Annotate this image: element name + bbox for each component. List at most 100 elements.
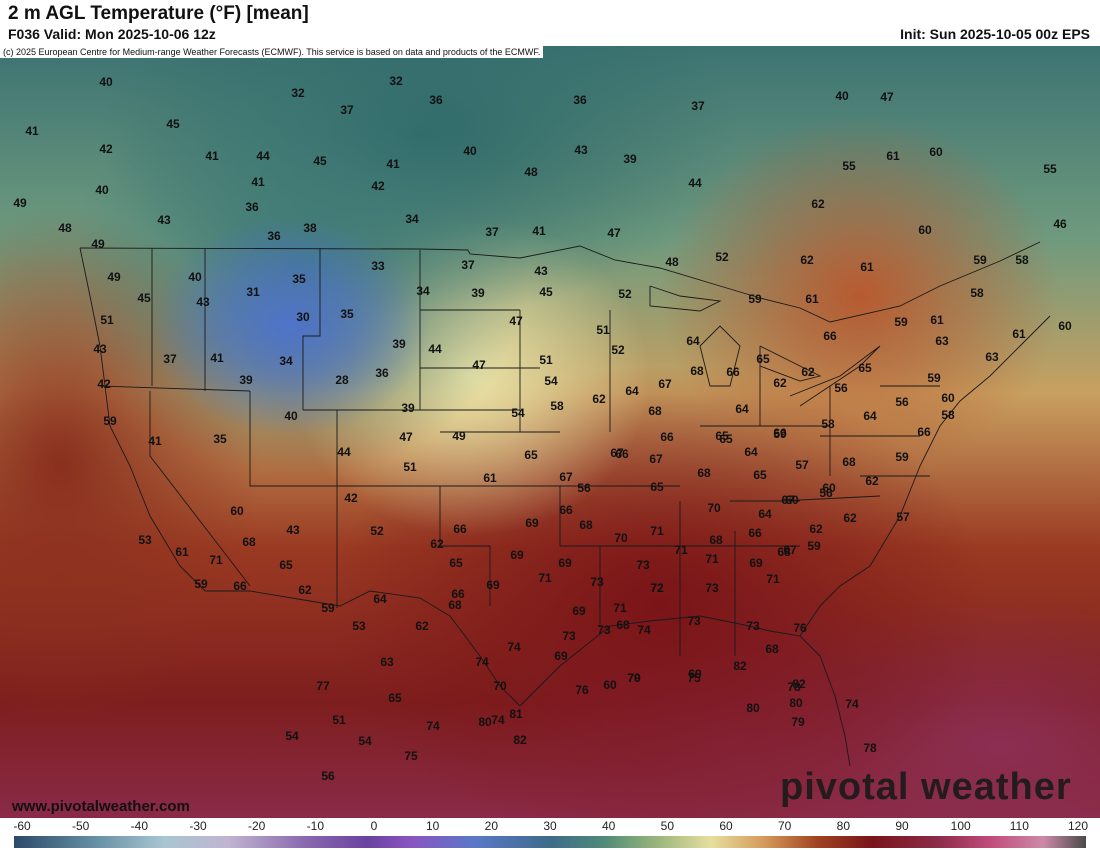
temperature-label: 41 xyxy=(251,175,265,189)
temperature-label: 74 xyxy=(507,640,521,654)
temperature-map[interactable]: (c) 2025 European Centre for Medium-rang… xyxy=(0,46,1100,818)
temperature-label: 62 xyxy=(801,365,815,379)
temperature-label: 40 xyxy=(463,144,477,158)
temperature-label: 43 xyxy=(157,213,171,227)
temperature-label: 66 xyxy=(615,447,629,461)
temperature-label: 65 xyxy=(449,556,463,570)
scale-tick-label: 40 xyxy=(601,819,616,833)
temperature-label: 66 xyxy=(660,430,674,444)
temperature-label: 71 xyxy=(538,571,552,585)
temperature-label: 62 xyxy=(592,392,606,406)
temperature-label: 51 xyxy=(539,353,553,367)
color-scale: -60 -50 -40 -30 -20 -10 0 10 20 30 40 50 60 70 80 90 100… xyxy=(0,818,1100,850)
temperature-label: 31 xyxy=(246,285,260,299)
temperature-label: 81 xyxy=(509,707,523,721)
scale-tick-label: -30 xyxy=(189,819,207,833)
temperature-label: 74 xyxy=(637,623,651,637)
temperature-label: 64 xyxy=(758,507,772,521)
temperature-label: 51 xyxy=(100,313,114,327)
temperature-label: 63 xyxy=(380,655,394,669)
temperature-label: 66 xyxy=(917,425,931,439)
temperature-label: 45 xyxy=(313,154,327,168)
temperature-label: 59 xyxy=(321,601,335,615)
temperature-label: 37 xyxy=(461,258,475,272)
temperature-label: 51 xyxy=(403,460,417,474)
temperature-label: 45 xyxy=(166,117,180,131)
temperature-label: 73 xyxy=(636,558,650,572)
scale-tick-label: -40 xyxy=(130,819,148,833)
scale-ticks: -60 -50 -40 -30 -20 -10 0 10 20 30 40 50 60 70 80 90 100… xyxy=(0,818,1100,834)
temperature-label: 69 xyxy=(688,667,702,681)
temperature-label: 39 xyxy=(392,337,406,351)
temperature-label: 79 xyxy=(791,715,805,729)
temperature-label: 41 xyxy=(25,124,39,138)
temperature-label: 43 xyxy=(93,342,107,356)
temperature-label: 61 xyxy=(860,260,874,274)
temperature-label: 49 xyxy=(91,237,105,251)
scale-tick-label: -20 xyxy=(247,819,266,833)
temperature-label: 62 xyxy=(773,376,787,390)
temperature-label: 74 xyxy=(491,713,505,727)
temperature-label: 64 xyxy=(744,445,758,459)
temperature-label: 35 xyxy=(213,432,227,446)
temperature-label: 73 xyxy=(597,623,611,637)
temperature-label: 43 xyxy=(534,264,548,278)
header: 2 m AGL Temperature (°F) [mean] F036 Val… xyxy=(0,0,1100,46)
temperature-label: 49 xyxy=(452,429,466,443)
temperature-label: 52 xyxy=(611,343,625,357)
temperature-label: 37 xyxy=(485,225,499,239)
temperature-label: 78 xyxy=(863,741,877,755)
temperature-label: 66 xyxy=(823,329,837,343)
temperature-label: 55 xyxy=(842,159,856,173)
temperature-label: 49 xyxy=(13,196,27,210)
temperature-label: 68 xyxy=(842,455,856,469)
temperature-label: 82 xyxy=(733,659,747,673)
temperature-label: 66 xyxy=(773,426,787,440)
temperature-label: 72 xyxy=(650,581,664,595)
temperature-label: 82 xyxy=(792,677,806,691)
temperature-label: 64 xyxy=(735,402,749,416)
temperature-label: 68 xyxy=(697,466,711,480)
temperature-label: 56 xyxy=(895,395,909,409)
scale-tick-label: 30 xyxy=(543,819,557,833)
temperature-label: 74 xyxy=(845,697,859,711)
temperature-label: 67 xyxy=(658,377,672,391)
temperature-label: 73 xyxy=(562,629,576,643)
temperature-label: 61 xyxy=(483,471,497,485)
temperature-label: 71 xyxy=(650,524,664,538)
temperature-label: 40 xyxy=(284,409,298,423)
temperature-label: 60 xyxy=(822,481,836,495)
temperature-label: 28 xyxy=(335,373,349,387)
temperature-label: 62 xyxy=(811,197,825,211)
temperature-label: 69 xyxy=(558,556,572,570)
temperature-label: 48 xyxy=(58,221,72,235)
valid-time: F036 Valid: Mon 2025-10-06 12z xyxy=(8,26,216,42)
temperature-label: 69 xyxy=(749,556,763,570)
temperature-label: 74 xyxy=(475,655,489,669)
temperature-label: 67 xyxy=(559,470,573,484)
scale-tick-label: 70 xyxy=(777,819,792,833)
temperature-label: 45 xyxy=(137,291,151,305)
temperature-label: 36 xyxy=(375,366,389,380)
temperature-label: 65 xyxy=(388,691,402,705)
temperature-label: 75 xyxy=(687,671,701,685)
temperature-label: 57 xyxy=(896,510,910,524)
temperature-label: 71 xyxy=(613,601,627,615)
temperature-label: 45 xyxy=(539,285,553,299)
temperature-label: 68 xyxy=(709,533,723,547)
temperature-label: 80 xyxy=(746,701,760,715)
temperature-label: 40 xyxy=(188,270,202,284)
temperature-label: 71 xyxy=(674,543,688,557)
temperature-label: 69 xyxy=(510,548,524,562)
temperature-label: 39 xyxy=(471,286,485,300)
temperature-label: 44 xyxy=(337,445,351,459)
temperature-label: 65 xyxy=(858,361,872,375)
temperature-label: 44 xyxy=(428,342,442,356)
temperature-label: 66 xyxy=(233,579,247,593)
temperature-label: 66 xyxy=(559,503,573,517)
temperature-label: 36 xyxy=(573,93,587,107)
temperature-label: 36 xyxy=(245,200,259,214)
temperature-label: 54 xyxy=(285,729,299,743)
scale-tick-label: -50 xyxy=(71,819,90,833)
temperature-label: 66 xyxy=(726,365,740,379)
